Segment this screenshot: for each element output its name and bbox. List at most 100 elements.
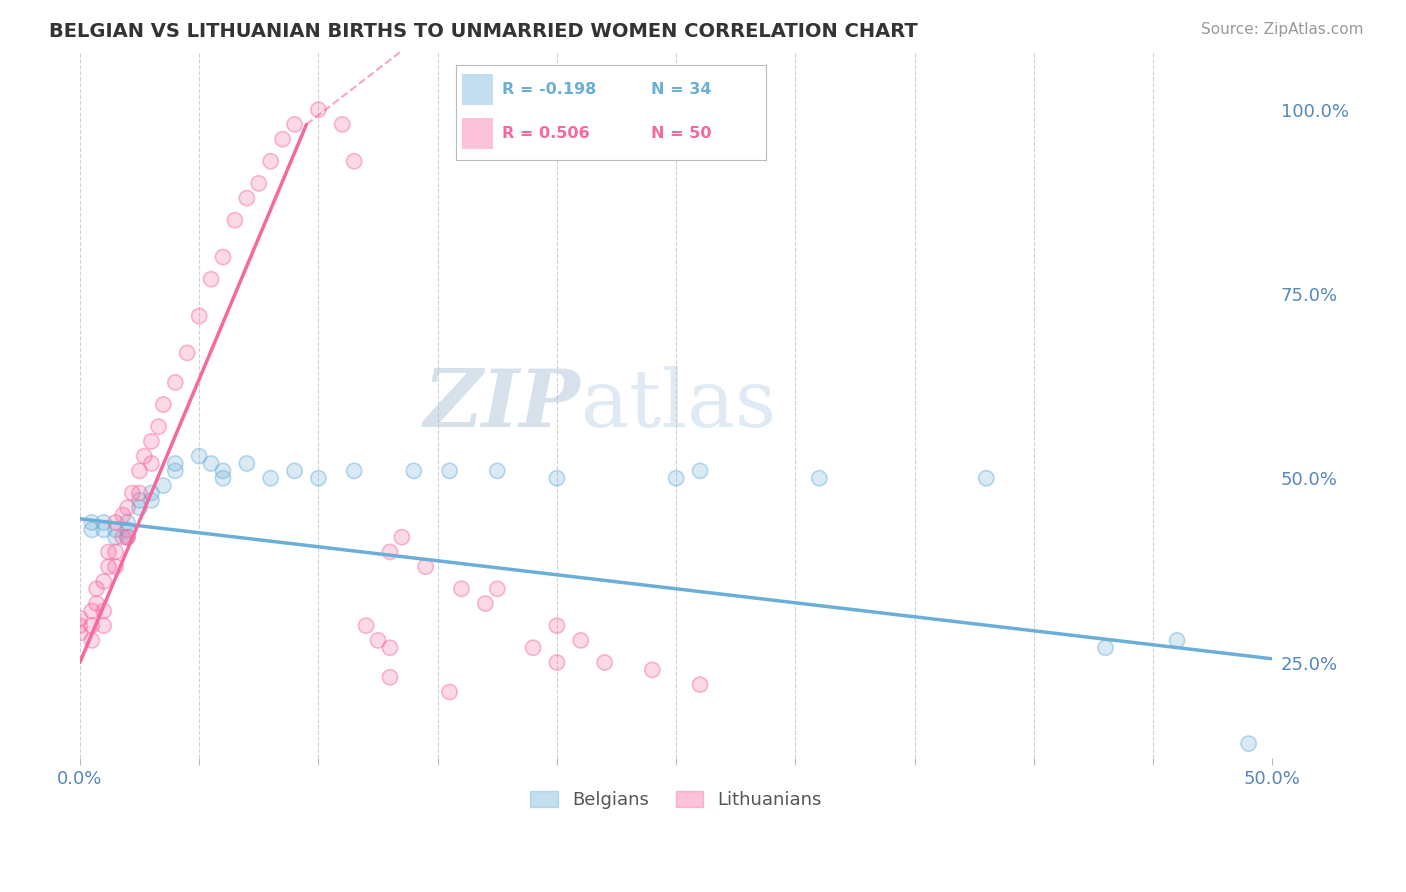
Point	[307, 103, 329, 117]
Point	[141, 486, 163, 500]
Point	[69, 618, 91, 632]
Point	[486, 464, 509, 478]
Point	[86, 582, 108, 596]
Point	[569, 633, 592, 648]
Point	[104, 545, 127, 559]
Point	[80, 516, 103, 530]
Point	[165, 464, 187, 478]
Point	[188, 309, 211, 323]
Point	[439, 464, 461, 478]
Point	[128, 464, 150, 478]
Point	[117, 523, 139, 537]
Point	[1094, 640, 1116, 655]
Point	[260, 471, 283, 485]
Point	[665, 471, 688, 485]
Point	[378, 670, 401, 684]
Point	[141, 486, 163, 500]
Point	[97, 545, 120, 559]
Point	[104, 523, 127, 537]
Point	[128, 486, 150, 500]
Point	[80, 523, 103, 537]
Point	[93, 574, 115, 589]
Point	[121, 486, 143, 500]
Point	[546, 471, 568, 485]
Point	[271, 132, 294, 146]
Point	[165, 457, 187, 471]
Point	[200, 272, 222, 286]
Point	[247, 177, 270, 191]
Point	[86, 582, 108, 596]
Point	[80, 618, 103, 632]
Point	[378, 545, 401, 559]
Point	[1166, 633, 1188, 648]
Point	[689, 464, 711, 478]
Point	[117, 530, 139, 544]
Point	[86, 597, 108, 611]
Point	[236, 191, 259, 205]
Point	[165, 464, 187, 478]
Point	[188, 449, 211, 463]
Point	[141, 434, 163, 449]
Text: Source: ZipAtlas.com: Source: ZipAtlas.com	[1201, 22, 1364, 37]
Point	[93, 516, 115, 530]
Point	[808, 471, 831, 485]
Point	[93, 618, 115, 632]
Point	[486, 464, 509, 478]
Point	[283, 464, 305, 478]
Point	[367, 633, 389, 648]
Point	[117, 500, 139, 515]
Point	[165, 376, 187, 390]
Point	[974, 471, 997, 485]
Point	[117, 530, 139, 544]
Point	[212, 250, 235, 264]
Point	[474, 597, 496, 611]
Point	[391, 530, 413, 544]
Point	[111, 530, 134, 544]
Point	[212, 471, 235, 485]
Point	[236, 457, 259, 471]
Point	[93, 604, 115, 618]
Point	[1237, 737, 1260, 751]
Point	[121, 486, 143, 500]
Point	[343, 464, 366, 478]
Point	[378, 640, 401, 655]
Point	[200, 457, 222, 471]
Point	[117, 516, 139, 530]
Point	[134, 449, 156, 463]
Point	[148, 419, 170, 434]
Point	[546, 656, 568, 670]
Point	[104, 530, 127, 544]
Point	[569, 633, 592, 648]
Point	[93, 516, 115, 530]
Point	[80, 516, 103, 530]
Point	[236, 457, 259, 471]
Point	[641, 663, 664, 677]
Point	[104, 559, 127, 574]
Point	[117, 500, 139, 515]
Point	[152, 397, 174, 411]
Point	[117, 530, 139, 544]
Point	[330, 117, 353, 131]
Point	[402, 464, 425, 478]
Legend: Belgians, Lithuanians: Belgians, Lithuanians	[523, 784, 830, 816]
Point	[260, 471, 283, 485]
Point	[69, 611, 91, 625]
Point	[104, 530, 127, 544]
Point	[152, 478, 174, 492]
Point	[111, 508, 134, 522]
Point	[111, 530, 134, 544]
Point	[141, 457, 163, 471]
Point	[486, 582, 509, 596]
Point	[97, 559, 120, 574]
Point	[80, 618, 103, 632]
Point	[128, 464, 150, 478]
Point	[307, 471, 329, 485]
Point	[450, 582, 472, 596]
Point	[93, 523, 115, 537]
Point	[354, 618, 377, 632]
Point	[141, 457, 163, 471]
Point	[69, 618, 91, 632]
Point	[593, 656, 616, 670]
Point	[69, 626, 91, 640]
Point	[117, 530, 139, 544]
